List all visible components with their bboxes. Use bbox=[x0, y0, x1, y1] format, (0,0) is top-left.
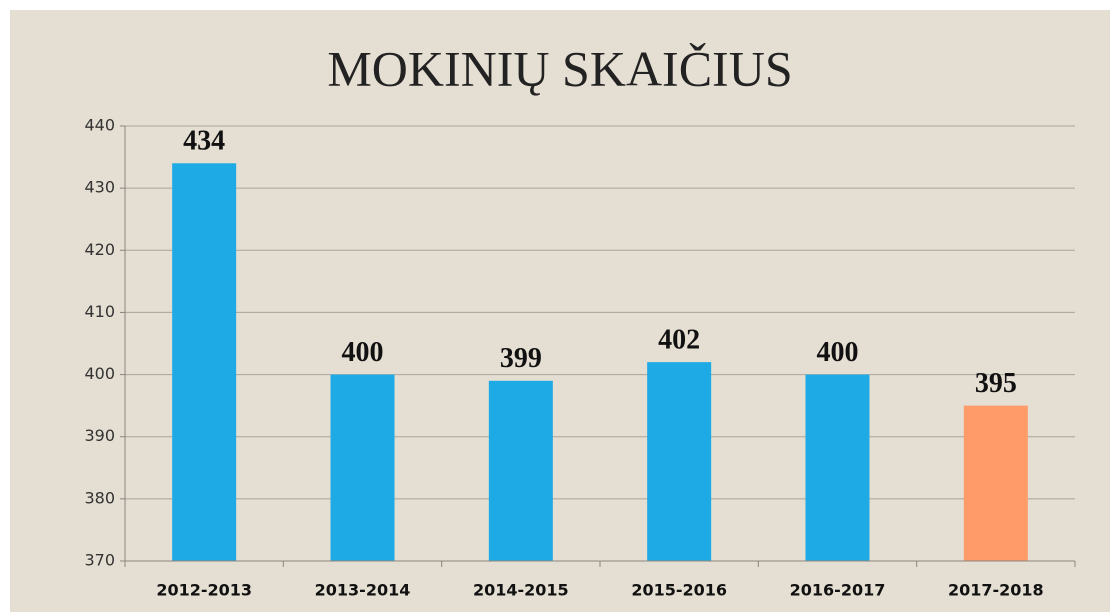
bar bbox=[805, 374, 870, 561]
x-tick-label: 2013-2014 bbox=[315, 581, 411, 600]
y-tick-label: 390 bbox=[84, 426, 115, 445]
y-tick-label: 370 bbox=[84, 551, 115, 570]
y-tick-label: 420 bbox=[84, 240, 115, 259]
data-label: 402 bbox=[658, 325, 700, 356]
data-label: 434 bbox=[183, 126, 225, 157]
y-tick-label: 400 bbox=[84, 364, 115, 383]
x-tick-label: 2017-2018 bbox=[948, 581, 1044, 600]
bar bbox=[647, 362, 712, 561]
bar bbox=[172, 163, 237, 562]
x-tick-label: 2012-2013 bbox=[156, 581, 252, 600]
bar bbox=[488, 380, 553, 561]
x-tick-label: 2016-2017 bbox=[790, 581, 886, 600]
data-label: 400 bbox=[817, 337, 859, 368]
x-tick-label: 2014-2015 bbox=[473, 581, 569, 600]
chart-title: MOKINIŲ SKAIČIUS bbox=[327, 40, 792, 96]
data-label: 395 bbox=[975, 368, 1017, 399]
y-tick-label: 430 bbox=[84, 178, 115, 197]
data-label: 400 bbox=[342, 337, 384, 368]
x-tick-label: 2015-2016 bbox=[631, 581, 727, 600]
bar bbox=[963, 405, 1028, 561]
y-tick-label: 440 bbox=[84, 116, 115, 135]
y-tick-label: 410 bbox=[84, 302, 115, 321]
y-tick-label: 380 bbox=[84, 488, 115, 507]
bar bbox=[330, 374, 395, 561]
data-label: 399 bbox=[500, 343, 542, 374]
